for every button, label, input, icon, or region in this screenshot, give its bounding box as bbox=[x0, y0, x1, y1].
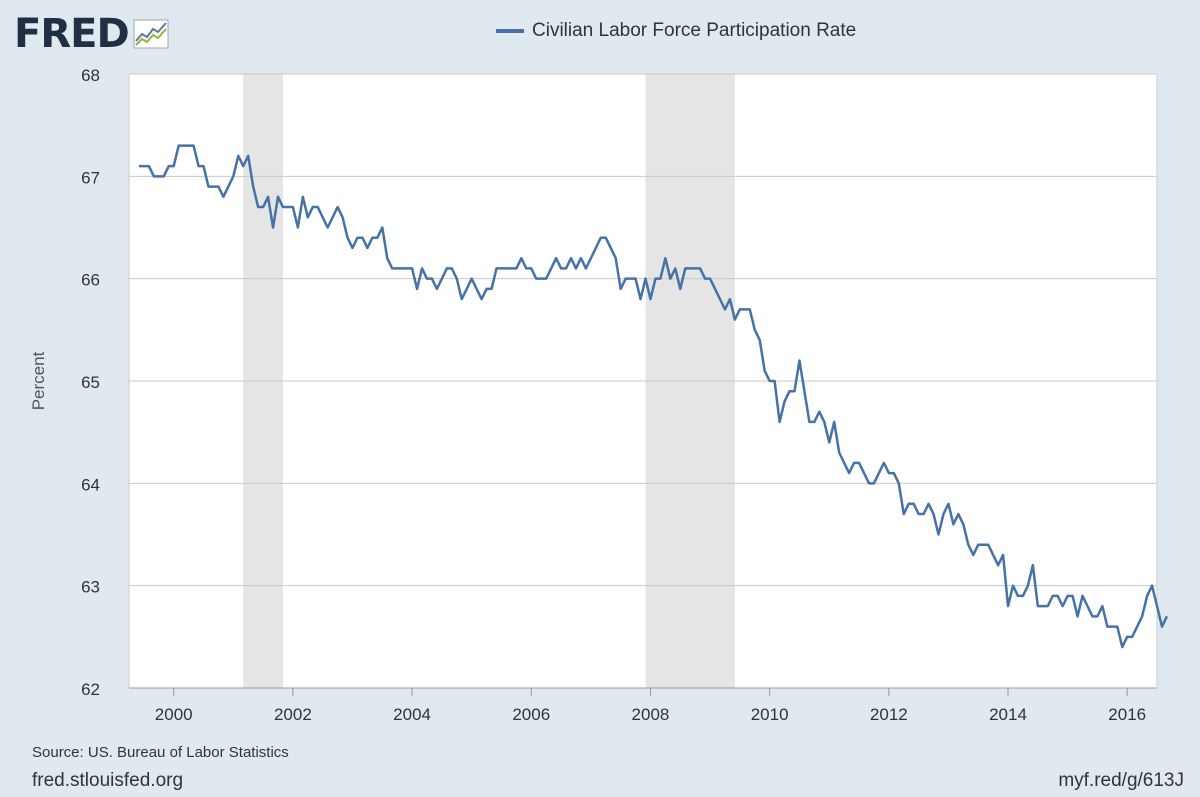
y-tick-label: 64 bbox=[81, 475, 100, 494]
legend-line-swatch bbox=[496, 29, 524, 33]
x-tick-label: 2008 bbox=[632, 705, 670, 724]
y-tick-label: 66 bbox=[81, 271, 100, 290]
x-axis-ticks: 2000 2002 2004 2006 2008 2010 2012 2014 2016 bbox=[155, 688, 1146, 724]
y-tick-label: 65 bbox=[81, 373, 100, 392]
short-link[interactable]: myf.red/g/613J bbox=[1058, 770, 1184, 791]
grid-lines bbox=[128, 73, 1158, 689]
y-axis-label: Percent bbox=[29, 351, 48, 410]
x-tick-label: 2004 bbox=[393, 705, 431, 724]
x-tick-label: 2016 bbox=[1108, 705, 1146, 724]
y-tick-label: 62 bbox=[81, 680, 100, 699]
x-tick-label: 2010 bbox=[751, 705, 789, 724]
x-tick-label: 2002 bbox=[274, 705, 312, 724]
legend-label: Civilian Labor Force Participation Rate bbox=[532, 20, 857, 41]
series-line bbox=[138, 144, 1169, 649]
x-tick-label: 2000 bbox=[155, 705, 193, 724]
y-tick-label: 68 bbox=[81, 66, 100, 85]
source-note: Source: US. Bureau of Labor Statistics bbox=[32, 744, 289, 761]
x-tick-label: 2012 bbox=[870, 705, 908, 724]
y-axis-ticks: 62 63 64 65 66 67 68 bbox=[81, 66, 100, 699]
site-url[interactable]: fred.stlouisfed.org bbox=[32, 770, 184, 791]
x-tick-label: 2014 bbox=[989, 705, 1027, 724]
fred-logo[interactable]: FRED bbox=[14, 10, 169, 58]
y-tick-label: 67 bbox=[81, 168, 100, 187]
y-tick-label: 63 bbox=[81, 578, 100, 597]
x-tick-label: 2006 bbox=[512, 705, 550, 724]
chart-trend-icon bbox=[133, 19, 169, 49]
logo-text: FRED bbox=[14, 11, 130, 57]
chart-legend[interactable]: Civilian Labor Force Participation Rate bbox=[496, 20, 856, 42]
